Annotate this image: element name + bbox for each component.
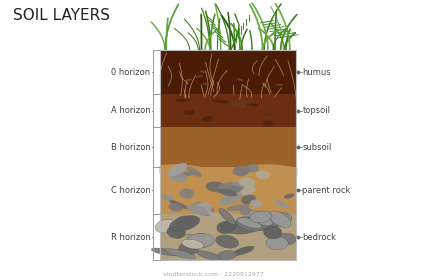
Ellipse shape [169, 216, 200, 232]
Ellipse shape [167, 226, 186, 238]
Ellipse shape [246, 164, 259, 172]
Ellipse shape [155, 219, 177, 233]
Ellipse shape [219, 192, 242, 205]
Ellipse shape [231, 101, 251, 108]
Ellipse shape [223, 221, 259, 234]
Ellipse shape [218, 189, 237, 196]
Ellipse shape [206, 181, 227, 192]
Ellipse shape [178, 241, 199, 256]
Ellipse shape [176, 98, 190, 102]
Ellipse shape [168, 200, 190, 209]
Ellipse shape [250, 200, 262, 207]
Ellipse shape [225, 186, 242, 194]
Ellipse shape [284, 193, 294, 199]
Ellipse shape [256, 171, 271, 179]
Ellipse shape [231, 182, 250, 186]
Ellipse shape [169, 172, 196, 178]
Ellipse shape [227, 204, 250, 211]
Bar [160, 214, 296, 260]
Ellipse shape [187, 234, 205, 246]
Ellipse shape [202, 116, 213, 122]
Ellipse shape [251, 211, 279, 228]
Ellipse shape [233, 165, 250, 176]
Ellipse shape [233, 246, 254, 255]
Ellipse shape [161, 195, 174, 201]
Text: SOIL LAYERS: SOIL LAYERS [13, 8, 110, 24]
Ellipse shape [263, 120, 273, 127]
Ellipse shape [241, 195, 256, 204]
Text: shutterstock.com · 2220912977: shutterstock.com · 2220912977 [163, 272, 263, 277]
Ellipse shape [267, 213, 292, 227]
Ellipse shape [261, 112, 276, 117]
Ellipse shape [186, 166, 202, 177]
Ellipse shape [275, 84, 283, 86]
Ellipse shape [184, 110, 195, 115]
Ellipse shape [196, 75, 203, 78]
Ellipse shape [182, 239, 204, 249]
Text: C horizon: C horizon [111, 186, 150, 195]
Ellipse shape [169, 203, 183, 212]
Ellipse shape [165, 249, 196, 259]
Ellipse shape [236, 78, 244, 81]
Ellipse shape [218, 251, 237, 260]
Ellipse shape [175, 216, 195, 229]
Ellipse shape [236, 185, 256, 195]
Ellipse shape [266, 236, 288, 250]
Ellipse shape [219, 182, 245, 192]
Ellipse shape [229, 215, 256, 229]
Ellipse shape [269, 211, 291, 227]
Text: R horizon: R horizon [111, 233, 150, 242]
Ellipse shape [257, 216, 278, 230]
Ellipse shape [211, 99, 229, 103]
Ellipse shape [237, 218, 262, 228]
Text: topsoil: topsoil [302, 106, 331, 115]
Ellipse shape [236, 217, 264, 231]
Ellipse shape [278, 233, 296, 245]
Ellipse shape [247, 103, 259, 106]
Text: A horizon: A horizon [111, 106, 150, 115]
Ellipse shape [202, 83, 209, 85]
Ellipse shape [239, 207, 252, 215]
Bar [160, 127, 296, 167]
Ellipse shape [249, 211, 272, 226]
Ellipse shape [198, 209, 219, 216]
Bar [160, 94, 296, 127]
Text: humus: humus [302, 67, 331, 77]
Ellipse shape [187, 234, 214, 248]
Ellipse shape [187, 234, 207, 247]
Ellipse shape [187, 204, 208, 216]
Text: parent rock: parent rock [302, 186, 351, 195]
Ellipse shape [151, 248, 181, 256]
Bar [160, 167, 296, 214]
Ellipse shape [197, 251, 222, 260]
Ellipse shape [239, 178, 255, 187]
Ellipse shape [179, 188, 194, 199]
Text: B horizon: B horizon [111, 143, 150, 151]
Ellipse shape [201, 206, 214, 216]
Ellipse shape [217, 221, 233, 234]
Ellipse shape [194, 202, 212, 213]
Ellipse shape [167, 170, 187, 182]
Ellipse shape [219, 208, 236, 225]
Ellipse shape [167, 163, 187, 177]
Ellipse shape [185, 78, 192, 81]
Ellipse shape [193, 202, 202, 207]
Bar [160, 50, 296, 260]
Bar [160, 50, 296, 94]
Text: subsoil: subsoil [302, 143, 332, 151]
Text: bedrock: bedrock [302, 233, 337, 242]
Ellipse shape [249, 220, 266, 231]
Ellipse shape [200, 71, 207, 73]
Ellipse shape [273, 199, 290, 209]
Text: 0 horizon: 0 horizon [111, 67, 150, 77]
Ellipse shape [216, 235, 239, 248]
Ellipse shape [264, 226, 282, 239]
Ellipse shape [221, 220, 237, 231]
Ellipse shape [250, 211, 272, 223]
